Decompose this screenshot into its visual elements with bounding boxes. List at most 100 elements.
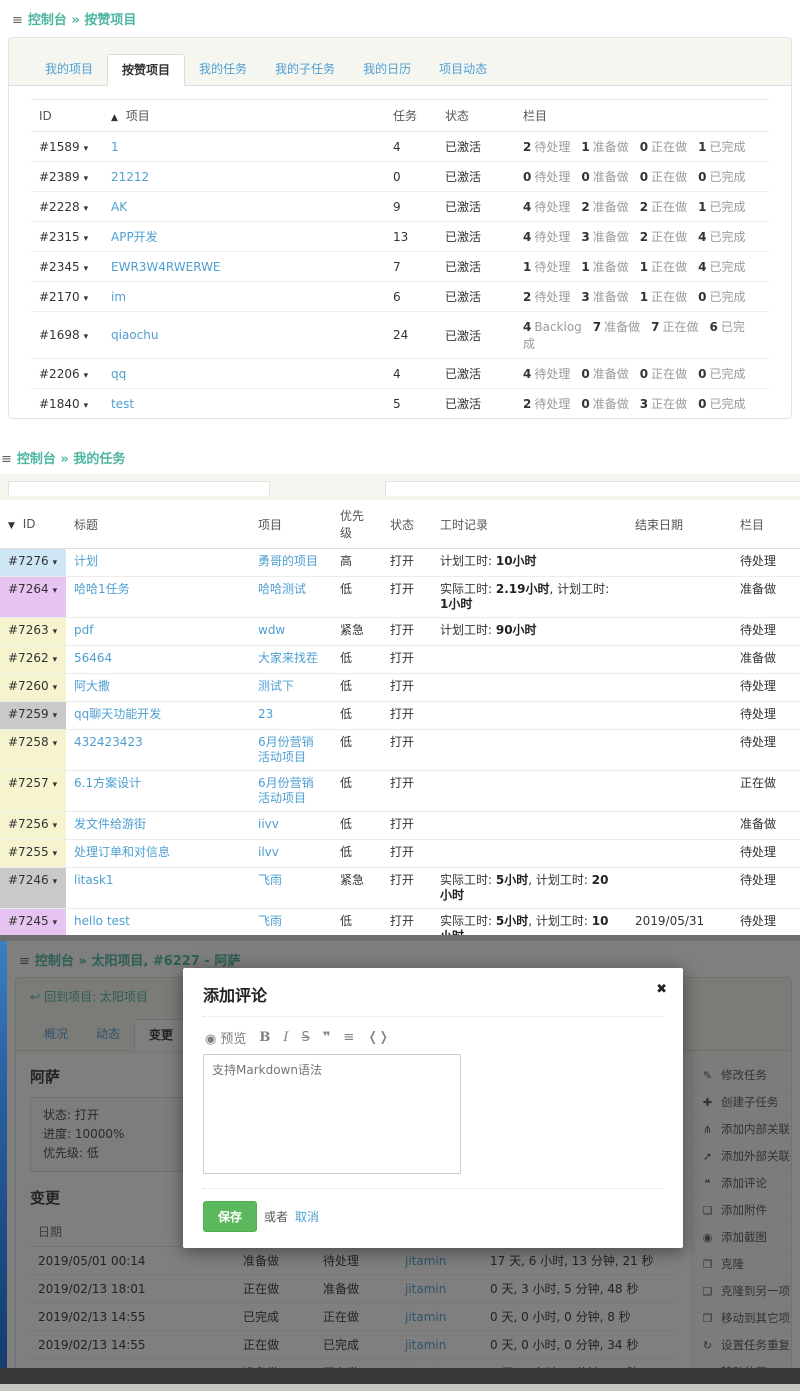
project-link[interactable]: qiaochu — [111, 328, 159, 342]
columns-cell: 1 待处理 1 准备做 1 正在做 4 已完成 — [515, 251, 769, 282]
project-link[interactable]: 6月份营销活动项目 — [258, 776, 314, 805]
bold-icon[interactable]: B — [259, 1030, 271, 1045]
task-link[interactable]: 计划 — [74, 554, 99, 568]
task-id-dropdown[interactable]: #7276 — [8, 554, 49, 568]
column-header[interactable]: 优先级 — [332, 500, 382, 549]
save-button[interactable]: 保存 — [203, 1201, 258, 1232]
project-id-dropdown[interactable]: #2170 — [39, 289, 80, 304]
column-header[interactable]: 栏目 — [732, 500, 800, 549]
project-link[interactable]: 6月份营销活动项目 — [258, 735, 314, 764]
filter-box[interactable] — [8, 481, 270, 496]
task-link[interactable]: 阿大撒 — [74, 679, 111, 693]
task-link[interactable]: 432423423 — [74, 735, 143, 749]
columns-cell: 0待处理2准备做4正在做1已完成0支付 — [515, 419, 769, 420]
task-id-dropdown[interactable]: #7255 — [8, 845, 49, 859]
column-header[interactable]: 状态 — [437, 99, 515, 132]
task-link[interactable]: pdf — [74, 623, 94, 637]
project-link[interactable]: test — [111, 396, 135, 411]
task-id-dropdown[interactable]: #7262 — [8, 651, 49, 665]
time-value: 10小时 — [495, 554, 537, 568]
task-id-dropdown[interactable]: #7245 — [8, 914, 49, 928]
column-header[interactable]: 任务 — [385, 99, 437, 132]
project-link[interactable]: 测试下 — [258, 679, 295, 693]
project-link[interactable]: 1 — [111, 139, 119, 154]
task-title-cell: 56464 — [66, 645, 250, 674]
task-id-dropdown[interactable]: #7256 — [8, 817, 49, 831]
project-link[interactable]: 23 — [258, 707, 274, 721]
project-id-dropdown[interactable]: #2315 — [39, 229, 80, 244]
project-id-dropdown[interactable]: #2206 — [39, 366, 80, 381]
code-icon[interactable]: ❬❭ — [367, 1030, 390, 1045]
column-count: 3 — [639, 397, 649, 411]
italic-icon[interactable]: I — [283, 1030, 289, 1045]
column-header[interactable]: ID — [31, 99, 103, 132]
project-id-dropdown[interactable]: #2345 — [39, 259, 80, 274]
due-date-cell — [627, 701, 732, 730]
task-id-dropdown[interactable]: #7259 — [8, 707, 49, 721]
column-label: 待处理 — [534, 260, 571, 274]
project-link[interactable]: 哈哈测试 — [258, 582, 307, 596]
task-link[interactable]: 发文件给游街 — [74, 817, 147, 831]
project-link[interactable]: AK — [111, 199, 128, 214]
project-link[interactable]: EWR3W4RWERWE — [111, 259, 221, 274]
column-header[interactable]: 项目 — [250, 500, 332, 549]
project-id-dropdown[interactable]: #2389 — [39, 169, 80, 184]
task-id-dropdown[interactable]: #7260 — [8, 679, 49, 693]
strikethrough-icon[interactable]: S — [301, 1030, 310, 1045]
project-link[interactable]: 飞雨 — [258, 873, 283, 887]
project-id-dropdown[interactable]: #1589 — [39, 139, 80, 154]
project-link[interactable]: iivv — [258, 817, 279, 831]
task-id-dropdown[interactable]: #7246 — [8, 873, 49, 887]
task-link[interactable]: litask1 — [74, 873, 114, 887]
menu-icon[interactable]: ≡ — [1, 452, 12, 467]
tab-my-projects[interactable]: 我的项目 — [45, 62, 94, 76]
column-header[interactable]: 栏目 — [515, 99, 769, 132]
project-link[interactable]: APP开发 — [111, 230, 158, 244]
task-link[interactable]: 哈哈1任务 — [74, 582, 130, 596]
project-link[interactable]: qq — [111, 366, 127, 381]
list-icon[interactable]: ≡ — [343, 1030, 355, 1045]
eye-icon[interactable]: ◉ 预览 — [205, 1028, 246, 1047]
project-id-dropdown[interactable]: #1698 — [39, 328, 80, 342]
menu-icon[interactable]: ≡ — [12, 13, 23, 28]
tab-my-tasks[interactable]: 我的任务 — [199, 62, 248, 76]
tab-my-subtasks[interactable]: 我的子任务 — [275, 62, 336, 76]
task-link[interactable]: 处理订单和对信息 — [74, 845, 171, 859]
tab-starred-projects[interactable]: 按赞项目 — [107, 54, 186, 86]
project-link[interactable]: wdw — [258, 623, 286, 637]
column-header[interactable]: 标题 — [66, 500, 250, 549]
task-id-dropdown[interactable]: #7257 — [8, 776, 49, 790]
project-link[interactable]: 大家来找茬 — [258, 651, 319, 665]
close-icon[interactable]: ✖ — [656, 982, 667, 997]
task-link[interactable]: hello test — [74, 914, 130, 928]
table-row: #2170 ▾ im 6 已激活 2 待处理 3 准备做 1 正在做 0 已完成 — [31, 281, 769, 312]
column-header[interactable]: 结束日期 — [627, 500, 732, 549]
project-link[interactable]: ilvv — [258, 845, 279, 859]
task-id-dropdown[interactable]: #7258 — [8, 735, 49, 749]
cancel-link[interactable]: 取消 — [295, 1210, 320, 1224]
project-link[interactable]: 飞雨 — [258, 914, 283, 928]
column-header[interactable]: ▲ 项目 — [103, 99, 385, 132]
task-link[interactable]: 6.1方案设计 — [74, 776, 142, 790]
column-header[interactable]: 工时记录 — [432, 500, 627, 549]
task-id-dropdown[interactable]: #7264 — [8, 582, 49, 596]
task-link[interactable]: qq聊天功能开发 — [74, 707, 162, 721]
tab-my-calendar[interactable]: 我的日历 — [363, 62, 412, 76]
due-date-cell — [627, 617, 732, 646]
project-link[interactable]: im — [111, 289, 127, 304]
project-link[interactable]: 勇哥的项目 — [258, 554, 319, 568]
column-header[interactable]: ▼ ID — [0, 500, 66, 549]
project-cell: 1 — [103, 131, 385, 162]
project-link[interactable]: 21212 — [111, 169, 150, 184]
task-link[interactable]: 56464 — [74, 651, 113, 665]
project-id-dropdown[interactable]: #2228 — [39, 199, 80, 214]
tab-project-activity[interactable]: 项目动态 — [439, 62, 488, 76]
project-id-dropdown[interactable]: #1840 — [39, 396, 80, 411]
task-id-dropdown[interactable]: #7263 — [8, 623, 49, 637]
task-title-cell: hello test — [66, 908, 250, 935]
column-label: 待处理 — [534, 230, 571, 244]
quote-icon[interactable]: ❞ — [322, 1030, 331, 1045]
search-box[interactable] — [385, 481, 800, 496]
comment-textarea[interactable] — [203, 1054, 461, 1174]
column-header[interactable]: 状态 — [382, 500, 432, 549]
